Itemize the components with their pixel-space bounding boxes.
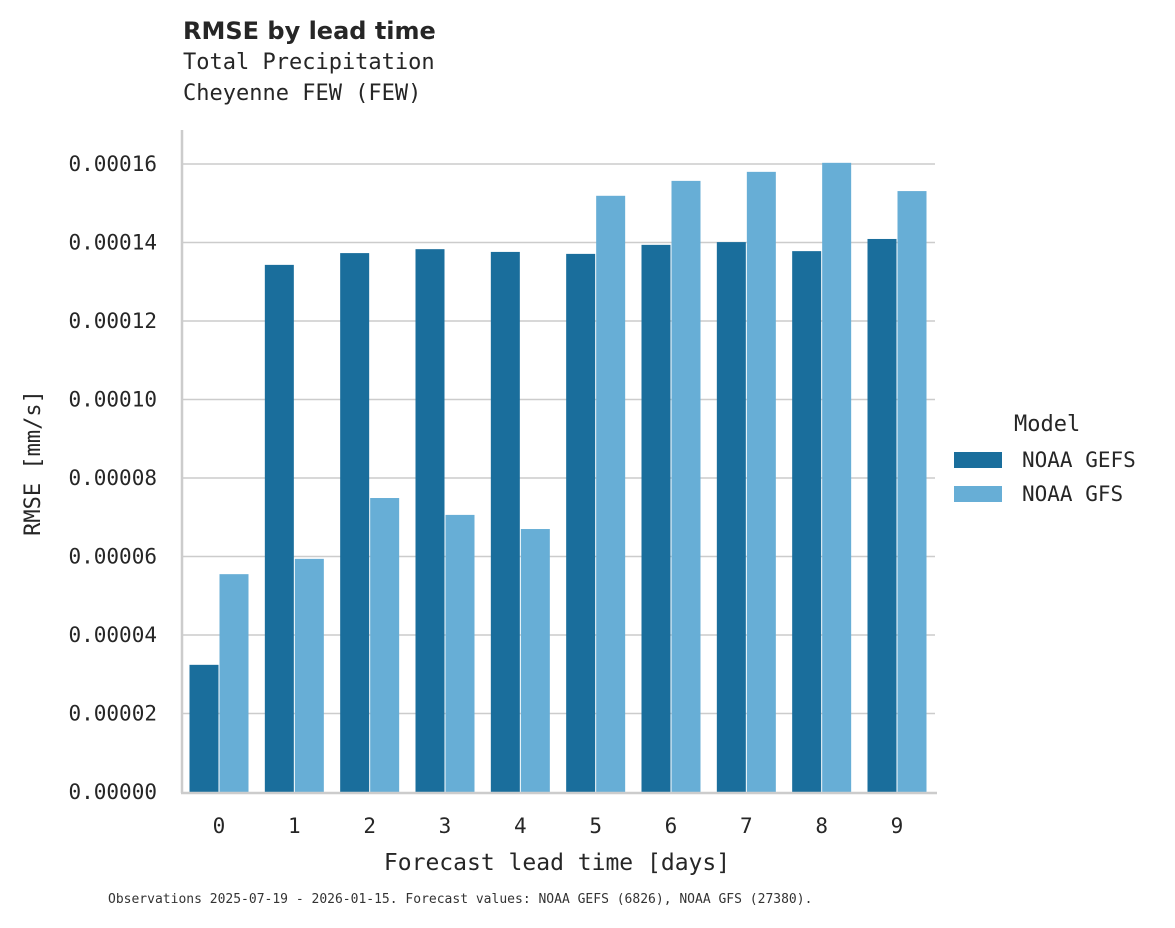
axes xyxy=(180,130,937,795)
bar-noaa-gfs-4 xyxy=(520,529,550,792)
y-tick-label: 0.00014 xyxy=(68,231,157,255)
legend-swatch-gefs xyxy=(954,452,1002,468)
bar-noaa-gfs-6 xyxy=(671,180,701,792)
y-tick-label: 0.00008 xyxy=(68,466,157,490)
x-tick-label: 5 xyxy=(589,814,602,838)
bar-noaa-gfs-2 xyxy=(370,498,400,792)
y-tick-label: 0.00010 xyxy=(68,388,157,412)
y-tick-label: 0.00016 xyxy=(68,152,157,176)
x-tick-label: 8 xyxy=(815,814,828,838)
x-tick-label: 0 xyxy=(213,814,226,838)
bar-series xyxy=(189,162,927,793)
legend-swatch-gfs xyxy=(954,486,1002,502)
bar-noaa-gefs-5 xyxy=(566,253,596,792)
y-tick-label: 0.00004 xyxy=(68,623,157,647)
chart-subtitle-location: Cheyenne FEW (FEW) xyxy=(183,81,422,106)
x-tick-label: 3 xyxy=(439,814,452,838)
bar-noaa-gefs-9 xyxy=(867,238,897,792)
x-tick-label: 9 xyxy=(891,814,904,838)
legend-label: NOAA GEFS xyxy=(1022,448,1136,472)
bar-noaa-gfs-1 xyxy=(294,558,324,792)
bar-noaa-gfs-7 xyxy=(746,171,776,793)
bar-noaa-gfs-9 xyxy=(897,191,927,792)
x-tick-label: 6 xyxy=(665,814,678,838)
x-tick-label: 2 xyxy=(363,814,376,838)
bar-noaa-gfs-0 xyxy=(219,574,249,792)
bar-noaa-gefs-7 xyxy=(716,242,746,793)
legend-item-gfs: NOAA GFS xyxy=(952,477,1136,511)
y-tick-label: 0.00002 xyxy=(68,702,157,726)
bar-noaa-gefs-1 xyxy=(264,264,294,792)
bar-noaa-gfs-5 xyxy=(596,195,626,793)
bar-noaa-gefs-4 xyxy=(490,251,520,793)
x-tick-label: 7 xyxy=(740,814,753,838)
y-tick-label: 0.00006 xyxy=(68,545,157,569)
legend: Model NOAA GEFS NOAA GFS xyxy=(952,412,1136,511)
legend-label: NOAA GFS xyxy=(1022,482,1124,506)
y-axis-label: RMSE [mm/s] xyxy=(21,390,46,536)
footnote: Observations 2025-07-19 - 2026-01-15. Fo… xyxy=(108,892,813,907)
legend-item-gefs: NOAA GEFS xyxy=(952,443,1136,477)
y-tick-labels: 0.00000 0.00002 0.00004 0.00006 0.00008 0.000… xyxy=(68,152,157,804)
chart-title: RMSE by lead time xyxy=(183,17,436,45)
x-tick-labels: 0 1 2 3 4 5 6 7 8 9 xyxy=(213,814,904,838)
bar-noaa-gfs-3 xyxy=(445,514,475,792)
y-tick-label: 0.00000 xyxy=(68,780,157,804)
bar-noaa-gefs-8 xyxy=(792,251,822,792)
bar-noaa-gefs-3 xyxy=(415,249,445,793)
bar-noaa-gefs-2 xyxy=(340,253,370,792)
x-tick-label: 1 xyxy=(288,814,301,838)
y-tick-label: 0.00012 xyxy=(68,309,157,333)
bar-noaa-gefs-6 xyxy=(641,244,671,793)
x-axis-label: Forecast lead time [days] xyxy=(384,850,730,876)
bar-noaa-gefs-0 xyxy=(189,664,219,792)
legend-title: Model xyxy=(1014,412,1081,437)
chart-subtitle-variable: Total Precipitation xyxy=(183,50,435,75)
bar-noaa-gfs-8 xyxy=(822,162,852,792)
x-tick-label: 4 xyxy=(514,814,527,838)
